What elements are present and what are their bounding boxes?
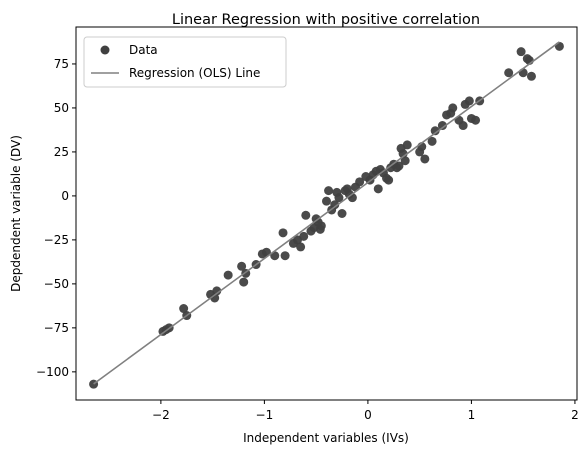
data-point <box>296 242 306 252</box>
data-point <box>355 177 365 187</box>
y-tick-label: 50 <box>54 101 69 115</box>
data-point <box>373 184 383 194</box>
y-tick-label: 25 <box>54 145 69 159</box>
legend-label-regression: Regression (OLS) Line <box>129 66 260 80</box>
data-point <box>471 115 481 125</box>
data-point <box>464 96 474 106</box>
data-point <box>322 196 331 206</box>
legend-marker-data <box>100 45 110 55</box>
data-point <box>179 304 189 314</box>
data-point <box>394 161 404 171</box>
y-tick-label: −50 <box>44 277 69 291</box>
data-point <box>526 71 536 81</box>
y-tick-label: 0 <box>61 189 69 203</box>
y-tick-label: 75 <box>54 57 69 71</box>
data-point <box>420 154 430 164</box>
x-ticks: −2 −1 0 1 2 <box>152 400 579 422</box>
chart-title: Linear Regression with positive correlat… <box>172 12 480 28</box>
data-point <box>430 126 440 136</box>
y-ticks: −100 −75 −50 −25 0 25 50 75 <box>36 57 76 379</box>
y-tick-label: −25 <box>44 233 69 247</box>
plot-area <box>75 26 578 401</box>
data-point <box>316 221 326 231</box>
x-tick-label: 2 <box>571 408 579 422</box>
data-points <box>89 41 564 389</box>
data-point <box>334 193 344 203</box>
data-point <box>223 270 233 280</box>
regression-line-layer <box>93 41 560 385</box>
data-point <box>337 209 347 218</box>
x-tick-label: −1 <box>256 408 274 422</box>
data-point <box>518 68 528 78</box>
legend-box <box>83 36 287 88</box>
data-point <box>458 121 468 131</box>
y-tick-label: −100 <box>36 365 69 379</box>
y-tick-label: −75 <box>44 321 69 335</box>
data-point <box>280 251 290 261</box>
legend-label-data: Data <box>129 43 158 57</box>
data-point <box>324 186 334 196</box>
data-point <box>212 286 222 296</box>
y-axis-label: Depdendent variable (DV) <box>9 135 23 292</box>
data-point <box>554 41 564 51</box>
regression-line <box>93 41 560 385</box>
x-tick-label: 1 <box>468 408 476 422</box>
data-point <box>427 136 437 146</box>
data-point <box>400 156 410 166</box>
data-point <box>402 140 412 150</box>
data-point <box>516 47 526 57</box>
data-point <box>504 68 514 78</box>
data-point <box>384 175 394 185</box>
data-point <box>437 121 447 131</box>
legend: Data Regression (OLS) Line <box>83 36 287 88</box>
data-point <box>239 277 249 287</box>
data-point <box>278 228 288 238</box>
data-point <box>448 103 458 113</box>
x-tick-label: −2 <box>152 408 170 422</box>
x-axis-label: Independent variables (IVs) <box>243 431 409 445</box>
x-tick-label: 0 <box>364 408 372 422</box>
data-point <box>299 231 309 241</box>
data-point <box>330 200 340 210</box>
data-point <box>301 210 311 220</box>
data-point <box>237 261 247 271</box>
